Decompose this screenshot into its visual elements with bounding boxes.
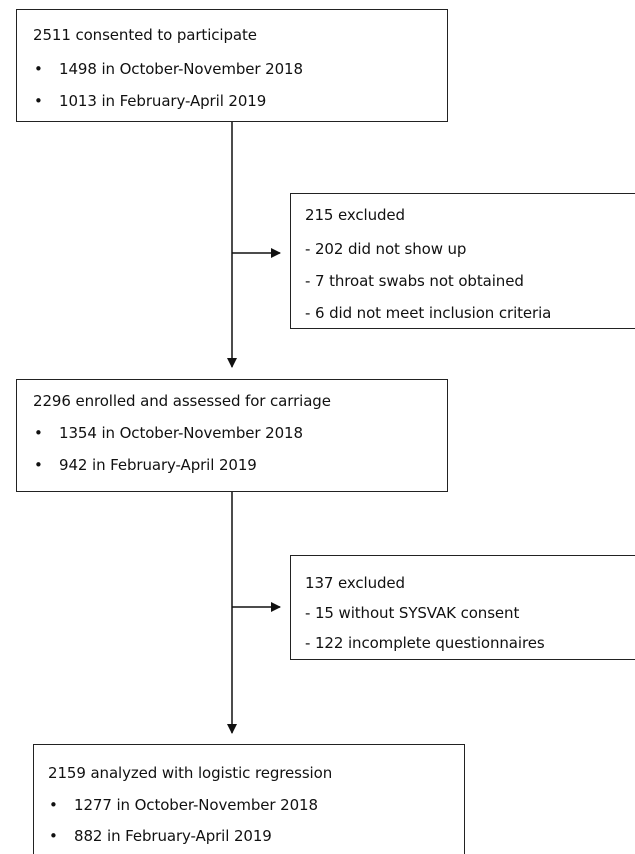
- consented-item-1: 1498 in October-November 2018: [59, 60, 303, 78]
- excluded1-title: 215 excluded: [305, 206, 405, 224]
- bullet-icon: •: [34, 92, 43, 110]
- bullet-icon: •: [49, 827, 58, 845]
- bullet-icon: •: [49, 796, 58, 814]
- bullet-icon: •: [34, 424, 43, 442]
- enrolled-title: 2296 enrolled and assessed for carriage: [33, 392, 331, 410]
- consented-item-2: 1013 in February-April 2019: [59, 92, 267, 110]
- analyzed-item-2: 882 in February-April 2019: [74, 827, 272, 845]
- analyzed-item-1: 1277 in October-November 2018: [74, 796, 318, 814]
- excluded-box-2: 137 excluded - 15 without SYSVAK consent…: [290, 555, 635, 660]
- analyzed-box: 2159 analyzed with logistic regression •…: [33, 744, 465, 854]
- analyzed-title: 2159 analyzed with logistic regression: [48, 764, 333, 782]
- excluded1-item-2: - 7 throat swabs not obtained: [305, 272, 524, 290]
- enrolled-item-2: 942 in February-April 2019: [59, 456, 257, 474]
- consented-title: 2511 consented to participate: [33, 26, 257, 44]
- bullet-icon: •: [34, 60, 43, 78]
- enrolled-box: 2296 enrolled and assessed for carriage …: [16, 379, 448, 492]
- excluded2-title: 137 excluded: [305, 574, 405, 592]
- consented-box: 2511 consented to participate • 1498 in …: [16, 9, 448, 122]
- excluded1-item-3: - 6 did not meet inclusion criteria: [305, 304, 552, 322]
- excluded1-item-1: - 202 did not show up: [305, 240, 467, 258]
- excluded2-item-2: - 122 incomplete questionnaires: [305, 634, 545, 652]
- excluded-box-1: 215 excluded - 202 did not show up - 7 t…: [290, 193, 635, 329]
- enrolled-item-1: 1354 in October-November 2018: [59, 424, 303, 442]
- excluded2-item-1: - 15 without SYSVAK consent: [305, 604, 520, 622]
- bullet-icon: •: [34, 456, 43, 474]
